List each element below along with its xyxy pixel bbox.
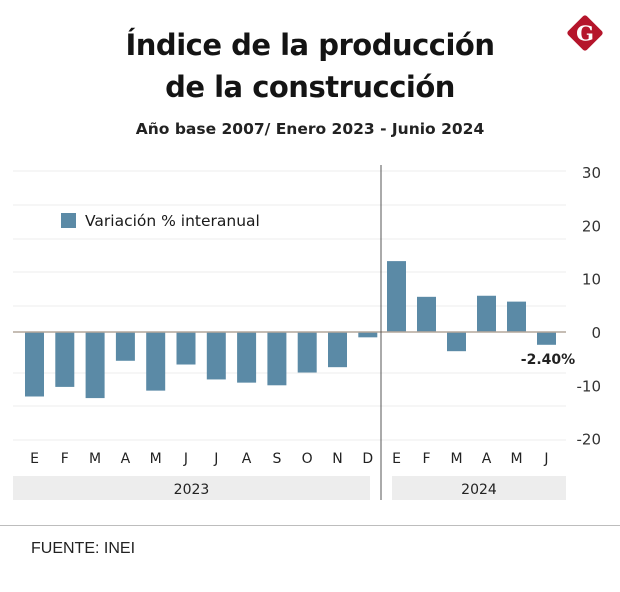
year-bands: 2023 2024	[13, 476, 566, 500]
annotation-last-value: -2.40%	[521, 352, 575, 368]
bar-2023-8	[237, 332, 257, 383]
x-tick-label: F	[422, 451, 430, 467]
bar-2023-6	[176, 332, 196, 365]
bar-2023-3	[85, 332, 105, 399]
bar-2023-5	[146, 332, 166, 391]
x-tick-label: A	[482, 451, 492, 467]
bar-2023-4	[115, 332, 135, 361]
bar-2024-2	[417, 296, 436, 332]
y-tick-label: 30	[582, 164, 601, 182]
bars	[25, 261, 556, 399]
x-tick-label: A	[242, 451, 252, 467]
x-tick-label: F	[61, 451, 69, 467]
y-tick-label: 0	[591, 324, 601, 342]
chart-title-line-1: Índice de la producción	[125, 28, 496, 62]
y-tick-label: -10	[577, 377, 602, 395]
bar-2023-2	[55, 332, 75, 387]
year-band-2024	[392, 476, 566, 500]
legend-swatch	[61, 213, 76, 228]
x-tick-label: O	[302, 451, 313, 467]
x-tick-label: M	[510, 451, 522, 467]
year-label-2023: 2023	[174, 482, 210, 498]
y-tick-label: -20	[577, 431, 602, 449]
logo-diamond	[567, 15, 603, 51]
bar-2024-1	[387, 261, 406, 332]
bar-2023-1	[25, 332, 44, 397]
chart-subtitle: Año base 2007/ Enero 2023 - Junio 2024	[135, 120, 485, 138]
chart-title-line-2: de la construcción	[165, 70, 455, 104]
bar-chart: 2023 2024 30 20 10 0 -10 -20 E F M A M J J A S O N D E F M A M…	[13, 164, 602, 500]
x-tick-label: S	[272, 451, 281, 467]
source-note: FUENTE: INEI	[31, 540, 136, 557]
year-label-2024: 2024	[461, 482, 497, 498]
bar-2023-12	[358, 332, 378, 338]
x-tick-label: N	[332, 451, 342, 467]
x-tick-label: J	[213, 451, 218, 467]
y-tick-label: 20	[582, 217, 601, 235]
legend-label: Variación % interanual	[85, 212, 260, 230]
footer-divider	[0, 525, 620, 526]
x-tick-label: D	[362, 451, 373, 467]
bar-2024-6	[537, 332, 556, 345]
year-band-2023	[13, 476, 370, 500]
bar-2024-4	[477, 295, 496, 332]
x-tick-label: E	[392, 451, 401, 467]
legend: Variación % interanual	[61, 212, 260, 230]
gridlines	[13, 170, 566, 441]
x-tick-label: E	[30, 451, 39, 467]
bar-2024-5	[507, 301, 526, 332]
logo-letter: G	[576, 21, 594, 46]
x-tick-label: J	[183, 451, 188, 467]
bar-2023-9	[267, 332, 287, 386]
bar-2024-3	[447, 332, 466, 352]
g-logo-icon: G	[567, 15, 603, 51]
x-tick-label: M	[150, 451, 162, 467]
bar-2023-7	[206, 332, 226, 380]
x-tick-label: A	[121, 451, 131, 467]
y-tick-label: 10	[582, 271, 601, 289]
bar-2023-11	[328, 332, 347, 368]
x-tick-label: M	[450, 451, 462, 467]
y-axis-ticks: 30 20 10 0 -10 -20	[577, 164, 602, 449]
x-tick-label: J	[543, 451, 548, 467]
x-tick-label: M	[89, 451, 101, 467]
bar-2023-10	[297, 332, 317, 373]
